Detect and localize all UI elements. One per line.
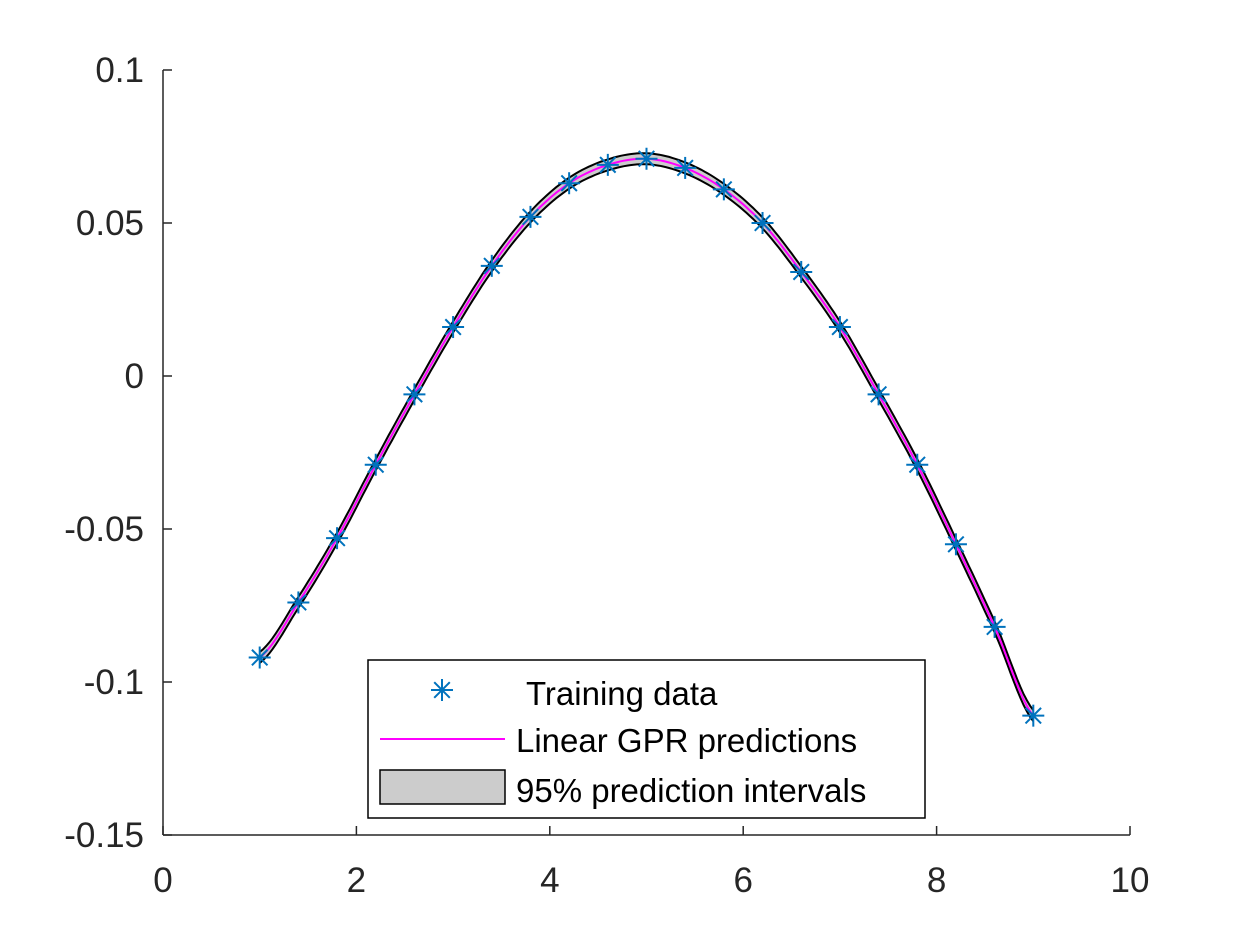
y-tick-label: 0.05	[76, 204, 144, 243]
data-point-stroke	[831, 318, 849, 336]
data-point	[480, 254, 503, 277]
data-point-stroke	[328, 529, 346, 547]
prediction-interval-band	[259, 152, 1035, 722]
data-point	[442, 316, 465, 339]
data-point	[712, 178, 735, 201]
y-tick-label: -0.05	[64, 510, 144, 549]
data-point-stroke	[483, 257, 501, 275]
data-point-stroke	[947, 535, 965, 553]
legend-marker-training-data	[431, 679, 453, 701]
data-point	[635, 147, 658, 170]
data-point	[519, 205, 542, 228]
gpr-prediction-line	[259, 157, 1035, 717]
data-point-stroke	[560, 174, 578, 192]
y-tick-label: -0.15	[64, 816, 144, 855]
data-point	[403, 383, 426, 406]
prediction-interval-fill	[259, 153, 1034, 722]
data-point-stroke	[367, 456, 385, 474]
data-point	[867, 383, 890, 406]
x-tick-label: 4	[540, 861, 559, 900]
data-point-stroke	[676, 159, 694, 177]
prediction-interval-lower	[259, 163, 1035, 722]
data-point	[674, 156, 697, 179]
legend-asterisk-stroke	[433, 681, 451, 699]
data-point-stroke	[1024, 707, 1042, 725]
data-point-stroke	[599, 156, 617, 174]
legend-patch-prediction-intervals	[379, 769, 506, 805]
data-point	[828, 316, 851, 339]
data-point	[944, 533, 967, 556]
data-point-stroke	[986, 618, 1004, 636]
data-point	[906, 453, 929, 476]
prediction-line-layer	[259, 157, 1035, 717]
data-point	[558, 172, 581, 195]
x-tick-label: 10	[1111, 861, 1150, 900]
prediction-interval-upper	[259, 152, 1035, 711]
axes: 0 2 4 6 8 10 -0.15 -0.1 -0.05 0 0.05 0.1	[64, 51, 1149, 900]
legend-label-training-data: Training data	[526, 675, 718, 712]
y-tick-label: 0	[125, 357, 144, 396]
data-point-stroke	[870, 385, 888, 403]
data-point	[248, 646, 271, 669]
data-point-stroke	[444, 318, 462, 336]
legend-label-gpr-predictions: Linear GPR predictions	[516, 722, 857, 759]
data-point	[326, 527, 349, 550]
data-point-stroke	[715, 180, 733, 198]
legend: Training data Linear GPR predictions 95%…	[367, 659, 926, 819]
data-point-stroke	[792, 263, 810, 281]
data-point	[364, 453, 387, 476]
data-point-stroke	[754, 214, 772, 232]
data-point	[790, 260, 813, 283]
training-data-markers	[248, 147, 1045, 727]
x-tick-label: 6	[733, 861, 752, 900]
legend-asterisk	[431, 679, 453, 701]
data-point-stroke	[289, 593, 307, 611]
data-point-stroke	[521, 208, 539, 226]
x-tick-label: 8	[927, 861, 946, 900]
data-point	[1022, 704, 1045, 727]
data-point-stroke	[405, 385, 423, 403]
data-point	[596, 153, 619, 176]
data-point-stroke	[251, 649, 269, 667]
x-tick-label: 2	[347, 861, 366, 900]
legend-label-prediction-intervals: 95% prediction intervals	[516, 772, 866, 809]
y-tick-label: -0.1	[84, 663, 144, 702]
data-point-stroke	[638, 150, 655, 168]
y-tick-label: 0.1	[95, 51, 144, 90]
data-point	[287, 591, 310, 614]
data-point	[983, 615, 1006, 638]
data-point-stroke	[908, 456, 926, 474]
x-tick-label: 0	[153, 861, 172, 900]
data-point	[751, 212, 774, 234]
